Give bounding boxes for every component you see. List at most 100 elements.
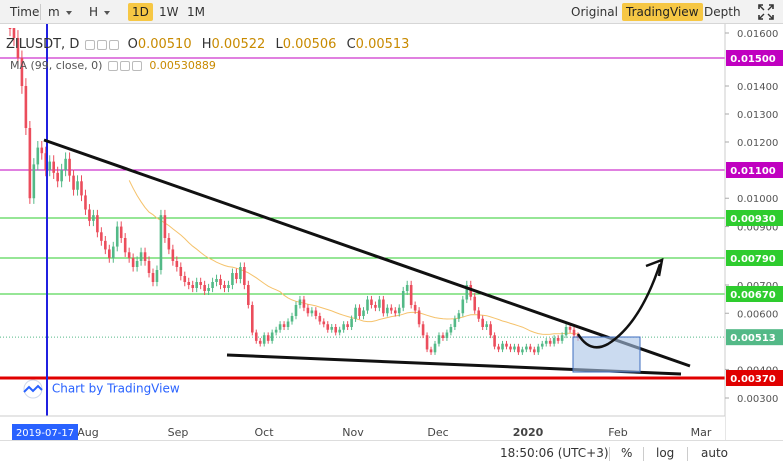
candle-body (525, 346, 528, 350)
candle (175, 256, 179, 272)
candle-body (405, 285, 409, 291)
candle-body (32, 164, 36, 199)
candle (354, 304, 357, 322)
close-icon[interactable] (109, 39, 120, 50)
tradingview-view-button[interactable]: TradingView (622, 3, 703, 21)
interval-1d-button[interactable]: 1D (128, 3, 153, 21)
candle-body (501, 343, 504, 350)
candle-body (358, 307, 361, 316)
interval-1w-button[interactable]: 1W (159, 5, 179, 19)
candle (262, 332, 266, 347)
candle (501, 340, 504, 353)
candle-body (223, 285, 226, 288)
candle-body (211, 282, 214, 288)
level-badge (726, 286, 783, 302)
candle-body (131, 258, 135, 267)
candle-body (544, 340, 548, 344)
candle (151, 268, 155, 287)
open-label: O (127, 37, 138, 52)
high-value: 0.00522 (211, 37, 266, 52)
candle-body (28, 128, 32, 199)
candle-body (175, 261, 179, 267)
eye-icon[interactable] (107, 61, 118, 71)
candle (239, 262, 242, 284)
level-badge (726, 210, 783, 226)
candle-body (167, 238, 171, 250)
candle (314, 307, 318, 320)
candle-body (8, 28, 12, 29)
original-view-button[interactable]: Original (571, 5, 618, 19)
ohlc-legend: ZILUSDT, D O0.00510 H0.00522 L0.00506 C0… (6, 37, 409, 52)
candle (60, 163, 63, 188)
tradingview-watermark[interactable]: Chart by TradingView (18, 379, 180, 399)
candle-body (505, 343, 508, 347)
candle (374, 301, 377, 312)
hours-dropdown[interactable]: H (85, 3, 114, 21)
candle-body (445, 332, 449, 338)
price-chart[interactable]: 0.01600 0.01400 0.01300 0.01200 0.01000 0.009… (0, 24, 783, 440)
log-scale-button[interactable]: log (656, 446, 675, 460)
candle (243, 262, 246, 290)
current-price-badge (726, 329, 783, 346)
candle-body (354, 307, 357, 319)
time-button[interactable]: Time (10, 5, 40, 19)
candle-body (378, 299, 381, 308)
candle-body (401, 291, 405, 308)
ma-legend: MA (99, close, 0) 0.00530889 (10, 59, 216, 72)
candle-body (219, 279, 222, 285)
candle-body (552, 338, 556, 344)
candle (219, 274, 222, 290)
candle-body (536, 346, 540, 353)
percent-scale-button[interactable]: % (621, 446, 633, 460)
candle (235, 268, 238, 284)
settings-icon[interactable] (97, 39, 108, 50)
candle-body (362, 310, 365, 316)
forecast-arrow-path[interactable] (576, 263, 662, 349)
current-price-label: 0.00513 (730, 333, 776, 344)
candle-body (215, 279, 218, 282)
settings-icon[interactable] (119, 61, 130, 71)
candle-body (529, 346, 532, 350)
candle (286, 318, 290, 331)
candle-body (572, 329, 576, 336)
time-axis[interactable] (0, 416, 725, 440)
level-label: 0.01100 (730, 166, 776, 177)
candle (548, 338, 552, 347)
candle-body (250, 305, 254, 333)
fullscreen-icon[interactable] (757, 3, 775, 21)
candle (131, 253, 135, 272)
candle (453, 315, 457, 331)
candle (334, 323, 338, 336)
descending-trendline[interactable] (43, 138, 691, 368)
auto-scale-button[interactable]: auto (701, 446, 729, 460)
candle-body (92, 215, 95, 221)
candle (338, 326, 341, 336)
high-label: H (201, 37, 212, 52)
candle (461, 295, 465, 317)
level-badge (726, 250, 783, 266)
depth-view-button[interactable]: Depth (704, 5, 741, 19)
candle (556, 335, 560, 344)
candle-body (104, 240, 107, 250)
interval-1m-button[interactable]: 1M (187, 5, 205, 19)
candle-body (382, 299, 385, 314)
candle-body (159, 215, 163, 270)
candle-body (199, 282, 202, 285)
eye-icon[interactable] (85, 39, 96, 50)
candle-body (179, 267, 183, 276)
close-icon[interactable] (131, 61, 142, 71)
candle-body (560, 335, 564, 341)
candle-body (290, 316, 294, 322)
candle-body (76, 181, 79, 190)
candle (572, 326, 576, 339)
clock-label: 18:50:06 (UTC+3) (500, 446, 609, 460)
candle (207, 283, 210, 295)
start-date-label: 2019-07-17 (16, 428, 74, 439)
candle (100, 227, 103, 246)
candle (362, 307, 365, 320)
candle-body (481, 318, 484, 327)
candle (529, 343, 532, 353)
minutes-dropdown[interactable]: m (44, 3, 76, 21)
candle (378, 295, 381, 312)
candle-body (370, 299, 373, 305)
